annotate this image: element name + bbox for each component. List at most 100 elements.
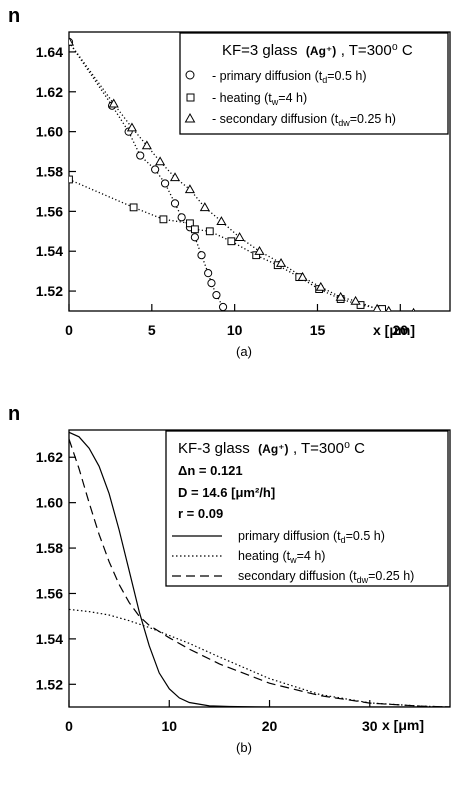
- panel-b-y-ticks: 1.52 1.54 1.56 1.58 1.60 1.62: [36, 449, 76, 692]
- data-point-triangle: [216, 216, 227, 226]
- x-tick-label: 10: [161, 718, 177, 734]
- panel-b-legend-title-ion: (Ag⁺): [258, 442, 288, 456]
- panel-b-legend-title-main: KF-3 glass: [178, 440, 250, 457]
- panel-a-legend-entry-heating-sub: w: [271, 97, 279, 107]
- panel-a: n x [μm] (a) 1.52 1.54 1.56 1.58 1.60 1.62 1.6…: [8, 5, 451, 359]
- panel-a-legend-title-ion: (Ag⁺): [306, 44, 336, 58]
- y-tick-label: 1.54: [36, 243, 63, 259]
- data-point-triangle: [141, 140, 152, 150]
- x-tick-label: 5: [148, 322, 156, 338]
- y-tick-label: 1.60: [36, 124, 63, 140]
- data-point-triangle: [169, 172, 181, 182]
- panel-a-legend: KF=3 glass (Ag⁺) , T=300⁰ C - primary di…: [179, 32, 449, 135]
- panel-b-x-axis-label: x [μm]: [382, 717, 424, 733]
- data-point-triangle: [335, 291, 346, 301]
- y-tick-label: 1.54: [36, 631, 63, 647]
- y-tick-label: 1.56: [36, 585, 63, 601]
- panel-b-legend-box: [165, 430, 449, 587]
- panel-b-legend-entry-secondary: secondary diffusion (tdw=0.25 h): [238, 569, 414, 585]
- data-point-triangle: [411, 307, 416, 311]
- series-line: [69, 431, 450, 707]
- panel-a-legend-title: KF=3 glass (Ag⁺) , T=300⁰ C: [222, 42, 413, 59]
- data-point-triangle: [69, 36, 75, 46]
- panel-b-caption: (b): [236, 740, 252, 755]
- x-tick-label: 15: [310, 322, 326, 338]
- panel-a-legend-entry-primary-text: - primary diffusion (t: [212, 69, 323, 83]
- data-point-triangle: [254, 246, 265, 255]
- y-tick-label: 1.60: [36, 495, 63, 511]
- y-tick-label: 1.52: [36, 676, 63, 692]
- data-point-circle: [204, 269, 213, 278]
- series-line: [69, 438, 450, 707]
- x-tick-label: 30: [362, 718, 378, 734]
- panel-b-legend-entry-primary-end: =0.5 h): [346, 529, 385, 543]
- panel-b-legend-entry-primary-text: primary diffusion (t: [238, 529, 341, 543]
- y-tick-label: 1.52: [36, 283, 63, 299]
- legend-triangle-marker-icon: [184, 112, 196, 123]
- data-point-triangle: [373, 303, 382, 311]
- panel-a-legend-box: [179, 32, 449, 135]
- y-tick-label: 1.58: [36, 164, 63, 180]
- panel-a-legend-entry-secondary: - secondary diffusion (tdw=0.25 h): [212, 112, 396, 128]
- y-tick-label: 1.58: [36, 540, 63, 556]
- data-point-circle: [190, 233, 199, 242]
- data-point-square: [129, 203, 138, 212]
- panel-a-legend-entry-primary-sub: d: [322, 75, 327, 85]
- panel-a-legend-entry-secondary-end: =0.25 h): [350, 112, 396, 126]
- y-tick-label: 1.64: [36, 44, 63, 60]
- panel-a-x-axis-label: x [μm]: [373, 322, 415, 338]
- panel-a-legend-entry-heating-end: =4 h): [278, 91, 307, 105]
- panel-b-legend-title: KF-3 glass (Ag⁺) , T=300⁰ C: [178, 440, 365, 457]
- panel-a-legend-title-temp: , T=300⁰ C: [341, 42, 413, 59]
- data-point-circle: [177, 213, 186, 222]
- panel-a-data-points: [69, 36, 416, 311]
- panel-a-legend-entry-secondary-text: - secondary diffusion (t: [212, 112, 339, 126]
- data-point-circle: [197, 251, 206, 260]
- panel-b-legend-entry-heating-end: =4 h): [297, 549, 326, 563]
- x-tick-label: 0: [65, 718, 73, 734]
- panel-a-legend-title-main: KF=3 glass: [222, 42, 297, 59]
- panel-a-legend-entry-heating: - heating (tw=4 h): [212, 91, 307, 107]
- y-tick-label: 1.62: [36, 84, 63, 100]
- panel-a-legend-entry-heating-text: - heating (t: [212, 91, 272, 105]
- panel-a-caption: (a): [236, 344, 252, 359]
- panel-b-legend-entry-primary: primary diffusion (td=0.5 h): [238, 529, 385, 545]
- data-point-triangle: [184, 184, 195, 194]
- x-tick-label: 20: [393, 322, 409, 338]
- data-point-circle: [207, 279, 216, 288]
- panel-b: n x [μm] (b) 1.52 1.54 1.56 1.58 1.60 1.62 0 1…: [8, 403, 451, 755]
- series-line: [69, 608, 450, 707]
- data-point-circle: [212, 290, 221, 300]
- data-point-triangle: [275, 257, 287, 267]
- panel-a-legend-entry-secondary-sub: dw: [338, 118, 350, 128]
- series-line: [69, 41, 224, 308]
- data-point-triangle: [234, 232, 245, 241]
- data-point-triangle: [315, 281, 326, 291]
- data-point-triangle: [126, 122, 138, 132]
- panel-a-y-axis-label: n: [8, 5, 20, 27]
- legend-circle-marker-icon: [185, 70, 195, 80]
- panel-b-legend-entry-heating-text: heating (t: [238, 549, 291, 563]
- panel-b-param-diffusion-coefficient: D = 14.6 [μm²/h]: [178, 485, 275, 500]
- panel-b-param-delta-n: Δn = 0.121: [178, 463, 243, 478]
- y-tick-label: 1.62: [36, 449, 63, 465]
- data-point-square: [252, 251, 261, 260]
- x-tick-label: 0: [65, 322, 73, 338]
- data-point-square: [159, 215, 168, 224]
- panel-a-legend-entry-primary-end: =0.5 h): [327, 69, 366, 83]
- data-point-triangle: [385, 305, 392, 311]
- data-point-circle: [218, 302, 228, 311]
- panel-b-y-axis-label: n: [8, 403, 20, 425]
- panel-b-legend-title-temp: , T=300⁰ C: [293, 440, 365, 457]
- data-point-square: [190, 225, 199, 234]
- data-point-triangle: [297, 271, 308, 281]
- panel-b-legend: KF-3 glass (Ag⁺) , T=300⁰ C Δn = 0.121 D…: [165, 430, 449, 587]
- panel-a-legend-entry-primary: - primary diffusion (td=0.5 h): [212, 69, 367, 85]
- panel-b-legend-entry-secondary-sub: dw: [357, 575, 369, 585]
- data-point-square: [186, 219, 194, 228]
- data-point-square: [227, 237, 236, 246]
- panel-b-x-ticks: 0 10 20 30: [65, 700, 378, 734]
- data-point-square: [69, 175, 73, 184]
- panel-b-legend-entry-secondary-text: secondary diffusion (t: [238, 569, 357, 583]
